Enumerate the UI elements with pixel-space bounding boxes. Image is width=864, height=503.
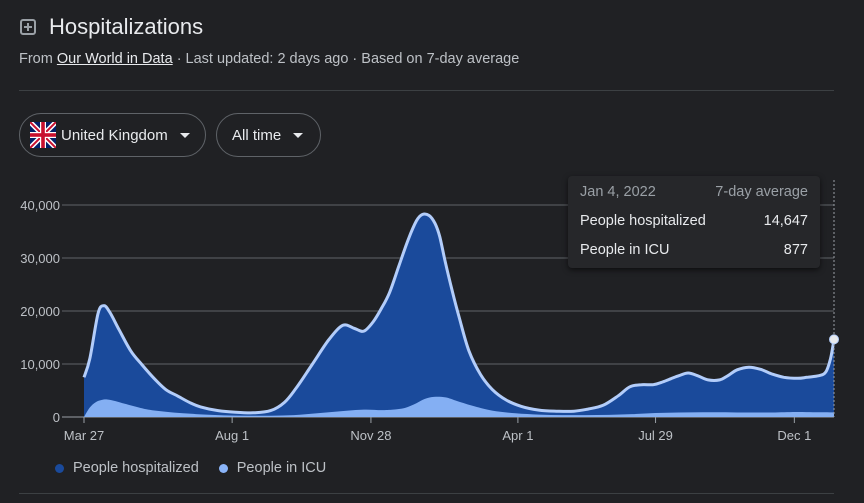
tooltip-header: Jan 4, 2022 7-day average xyxy=(580,184,808,200)
header-divider xyxy=(19,90,834,91)
legend-dot xyxy=(55,463,64,473)
x-tick-label: Nov 28 xyxy=(350,428,391,443)
legend-item-hospitalized[interactable]: People hospitalized xyxy=(55,460,199,476)
country-dropdown[interactable]: United Kingdom xyxy=(19,113,206,157)
y-tick-label: 30,000 xyxy=(20,251,60,266)
chevron-down-icon xyxy=(293,132,304,138)
country-label: United Kingdom xyxy=(61,126,168,144)
hospitalized-line xyxy=(82,212,836,415)
source-prefix: From xyxy=(19,51,53,67)
chevron-down-icon xyxy=(179,132,190,138)
source-line: From Our World in Data · Last updated: 2… xyxy=(19,51,519,67)
chart-tooltip: Jan 4, 2022 7-day average People hospita… xyxy=(568,176,820,268)
y-tick-label: 0 xyxy=(53,410,60,425)
tooltip-value: 877 xyxy=(783,242,808,258)
x-tick-label: Mar 27 xyxy=(64,428,104,443)
legend-item-icu[interactable]: People in ICU xyxy=(218,460,327,476)
tooltip-label: People hospitalized xyxy=(580,213,706,229)
tooltip-label: People in ICU xyxy=(580,242,670,258)
icu-area xyxy=(84,396,834,417)
header: Hospitalizations xyxy=(20,14,203,40)
x-tick-label: Dec 1 xyxy=(777,428,811,443)
x-axis: Mar 27 Aug 1 Nov 28 Apr 1 Jul 29 Dec 1 xyxy=(64,417,811,443)
tooltip-row-icu: People in ICU 877 xyxy=(580,242,808,258)
footer-divider xyxy=(19,493,834,494)
expand-plus-icon[interactable] xyxy=(20,19,36,35)
chart-legend: People hospitalized People in ICU xyxy=(55,460,346,476)
hospitalized-area xyxy=(84,214,834,417)
x-tick-label: Jul 29 xyxy=(638,428,673,443)
y-tick-label: 40,000 xyxy=(20,198,60,213)
y-axis: 40,000 30,000 20,000 10,000 0 xyxy=(20,198,60,425)
hover-point xyxy=(829,334,839,345)
y-tick-label: 10,000 xyxy=(20,357,60,372)
source-link[interactable]: Our World in Data xyxy=(56,51,173,67)
y-tick-label: 20,000 xyxy=(20,304,60,319)
tooltip-basis: 7-day average xyxy=(715,184,808,200)
tooltip-date: Jan 4, 2022 xyxy=(580,184,656,200)
legend-label: People in ICU xyxy=(236,460,327,476)
source-suffix: · Last updated: 2 days ago · Based on 7-… xyxy=(176,51,520,67)
legend-label: People hospitalized xyxy=(73,460,199,476)
x-tick-label: Aug 1 xyxy=(215,428,249,443)
time-range-label: All time xyxy=(232,126,282,144)
tooltip-row-hospitalized: People hospitalized 14,647 xyxy=(580,213,808,229)
time-range-dropdown[interactable]: All time xyxy=(216,113,321,157)
x-tick-label: Apr 1 xyxy=(502,428,533,443)
legend-dot xyxy=(218,463,228,473)
tooltip-value: 14,647 xyxy=(763,213,808,229)
uk-flag-icon xyxy=(30,122,56,148)
page-title: Hospitalizations xyxy=(49,14,204,39)
